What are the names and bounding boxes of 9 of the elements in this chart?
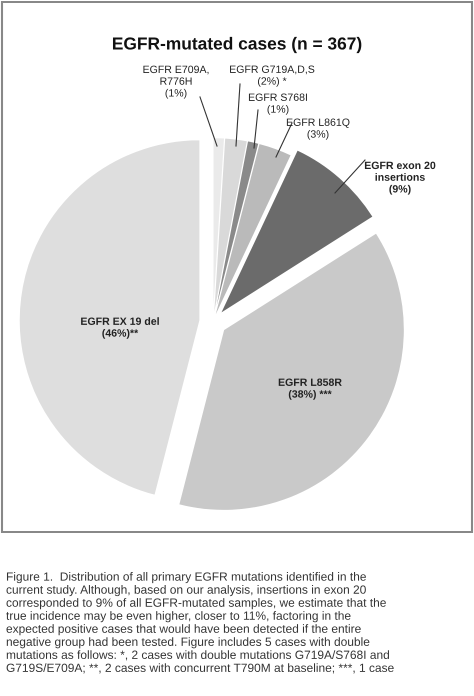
caption: Figure 1. Distribution of all primary EGFR mutations identified in the current study. Although, based on our analysis, insertions in exon 20 corresponded to 9% of all EGFR-mutated samples, we estimate that the true incidence may be even higher, closer to 11%, factoring in the expected positive cases that would have been detected if the entire negative group had been tested. Figure includes 5 cases with double mutations as follows: *, 2 cases with double mutations G719A/S768I and G719S/E709A; **, 2 cases with concurrent T790M at baseline; ***, 1 case xyxy=(6,572,394,674)
chart-title: EGFR-mutated cases (n = 367) xyxy=(112,36,362,54)
slice-label: EGFR G719A,D,S (2%) * xyxy=(230,65,314,87)
slice-label: EGFR exon 20 insertions (9%) xyxy=(364,162,436,195)
slice-label: EGFR L858R (38%) *** xyxy=(278,378,342,400)
slice-label: EGFR L861Q (3%) xyxy=(286,118,350,140)
slice-label: EGFR S768I (1%) xyxy=(248,93,307,115)
slice-label: EGFR EX 19 del (46%)** xyxy=(81,317,159,339)
slice-label: EGFR E709A, R776H (1%) xyxy=(143,66,208,99)
